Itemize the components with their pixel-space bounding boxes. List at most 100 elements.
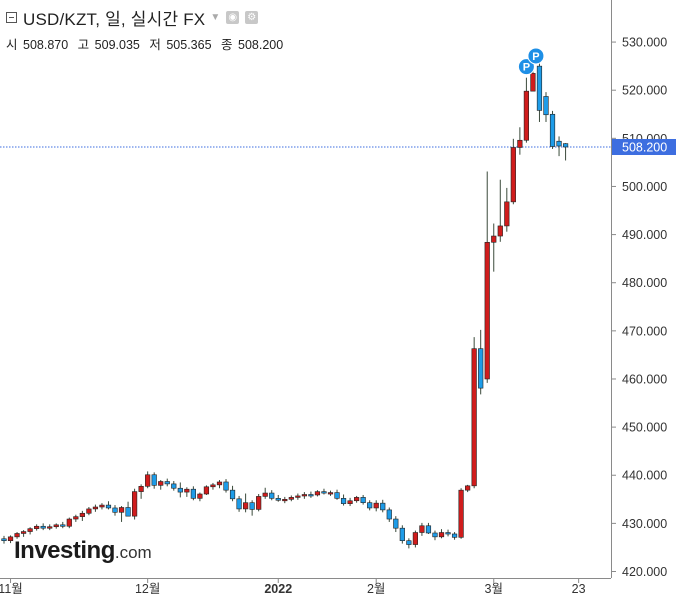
- ohlc-low-label: 저: [149, 38, 161, 52]
- ohlc-high-value: 509.035: [94, 38, 140, 52]
- candle-body: [34, 525, 40, 529]
- collapse-icon[interactable]: [6, 11, 17, 23]
- candle-body: [223, 481, 229, 491]
- y-tick-label: 420.000: [622, 565, 667, 579]
- event-marker: [527, 47, 545, 65]
- candle-body: [419, 525, 425, 533]
- candle-body: [177, 487, 183, 493]
- candle-body: [497, 225, 503, 237]
- y-tick-label: 450.000: [622, 421, 667, 435]
- ohlc-close-label: 종: [221, 38, 233, 52]
- candle-body: [275, 498, 281, 501]
- candle-body: [393, 518, 399, 529]
- x-tick-label: 11월: [0, 582, 23, 596]
- candle-body: [164, 481, 170, 485]
- candle-body: [236, 498, 242, 510]
- candle-body: [243, 502, 249, 510]
- candle-body: [145, 474, 151, 487]
- candle-body: [412, 532, 418, 545]
- y-tick-label: 500.000: [622, 180, 667, 194]
- last-price-label: 508.200: [622, 140, 667, 154]
- x-tick-label: 2월: [367, 582, 385, 596]
- candle-body: [7, 536, 14, 541]
- y-tick-label: 530.000: [622, 36, 667, 50]
- event-marker: [517, 58, 535, 76]
- candle-body: [158, 481, 164, 486]
- candle-body: [517, 139, 523, 148]
- candle-body: [216, 481, 223, 486]
- y-tick-label: 440.000: [622, 469, 667, 483]
- logo-suffix-text: .com: [114, 543, 152, 562]
- candle-body: [20, 531, 27, 534]
- candle-body: [210, 484, 216, 488]
- candle-body: [491, 235, 497, 243]
- candle-body: [445, 532, 451, 535]
- x-tick-label: 12월: [135, 582, 160, 596]
- candle-body: [295, 495, 301, 498]
- y-tick-label: 490.000: [622, 228, 667, 242]
- candle-body: [425, 525, 432, 534]
- candle-body: [484, 241, 490, 380]
- candle-body: [523, 90, 529, 141]
- ohlc-high-label: 고: [77, 38, 90, 52]
- candle-body: [380, 502, 386, 511]
- candle-body: [438, 532, 445, 538]
- candle-body: [60, 524, 66, 527]
- event-marker-label: P: [532, 51, 539, 63]
- x-tick-label: 23: [572, 582, 586, 596]
- candle-body: [347, 500, 353, 504]
- candle-body: [262, 492, 268, 497]
- candle-body: [249, 502, 255, 510]
- candle-body: [340, 498, 347, 504]
- candle-body: [40, 525, 46, 529]
- y-tick-label: 470.000: [622, 324, 667, 338]
- candle-body: [112, 507, 118, 513]
- x-tick-label: 3월: [485, 582, 503, 596]
- ohlc-low-value: 505.365: [166, 38, 212, 52]
- candle-body: [360, 497, 366, 503]
- candle-body: [562, 143, 569, 148]
- candle-body: [269, 492, 275, 499]
- candle-body: [354, 497, 360, 502]
- y-tick-label: 520.000: [622, 84, 667, 98]
- last-price-badge: [612, 138, 676, 155]
- candle-body: [1, 538, 7, 541]
- candle-body: [549, 113, 556, 147]
- candle-body: [373, 502, 379, 509]
- y-tick-label: 480.000: [622, 276, 667, 290]
- candle-body: [465, 485, 471, 491]
- investing-logo: Investing.com: [14, 537, 152, 565]
- candle-body: [334, 492, 340, 499]
- candle-body: [399, 527, 405, 541]
- candle-body: [308, 494, 314, 497]
- candle-body: [118, 507, 125, 513]
- candle-body: [190, 488, 196, 499]
- ohlc-open-value: 508.870: [23, 38, 69, 52]
- eye-icon[interactable]: ◉: [226, 10, 240, 24]
- candle-body: [556, 140, 562, 147]
- candle-body: [27, 528, 33, 532]
- candle-body: [171, 483, 177, 489]
- candle-body: [282, 499, 288, 502]
- y-tick-label: 460.000: [622, 372, 667, 386]
- candle-body: [458, 489, 464, 538]
- candle-body: [504, 201, 510, 227]
- candle-body: [184, 488, 190, 493]
- candle-body: [105, 504, 112, 509]
- candle-body: [79, 512, 85, 517]
- chevron-down-icon[interactable]: ▼: [210, 11, 221, 23]
- candle-body: [151, 474, 157, 486]
- candle-body: [125, 507, 131, 517]
- candle-body: [478, 348, 484, 389]
- candle-body: [73, 516, 79, 520]
- candle-body: [92, 506, 99, 510]
- candle-body: [432, 532, 438, 538]
- candle-body: [530, 73, 536, 92]
- candle-body: [327, 492, 334, 495]
- candle-body: [86, 508, 92, 514]
- gear-icon[interactable]: ⚙: [245, 10, 259, 24]
- candle-body: [197, 493, 203, 499]
- candle-body: [301, 494, 307, 497]
